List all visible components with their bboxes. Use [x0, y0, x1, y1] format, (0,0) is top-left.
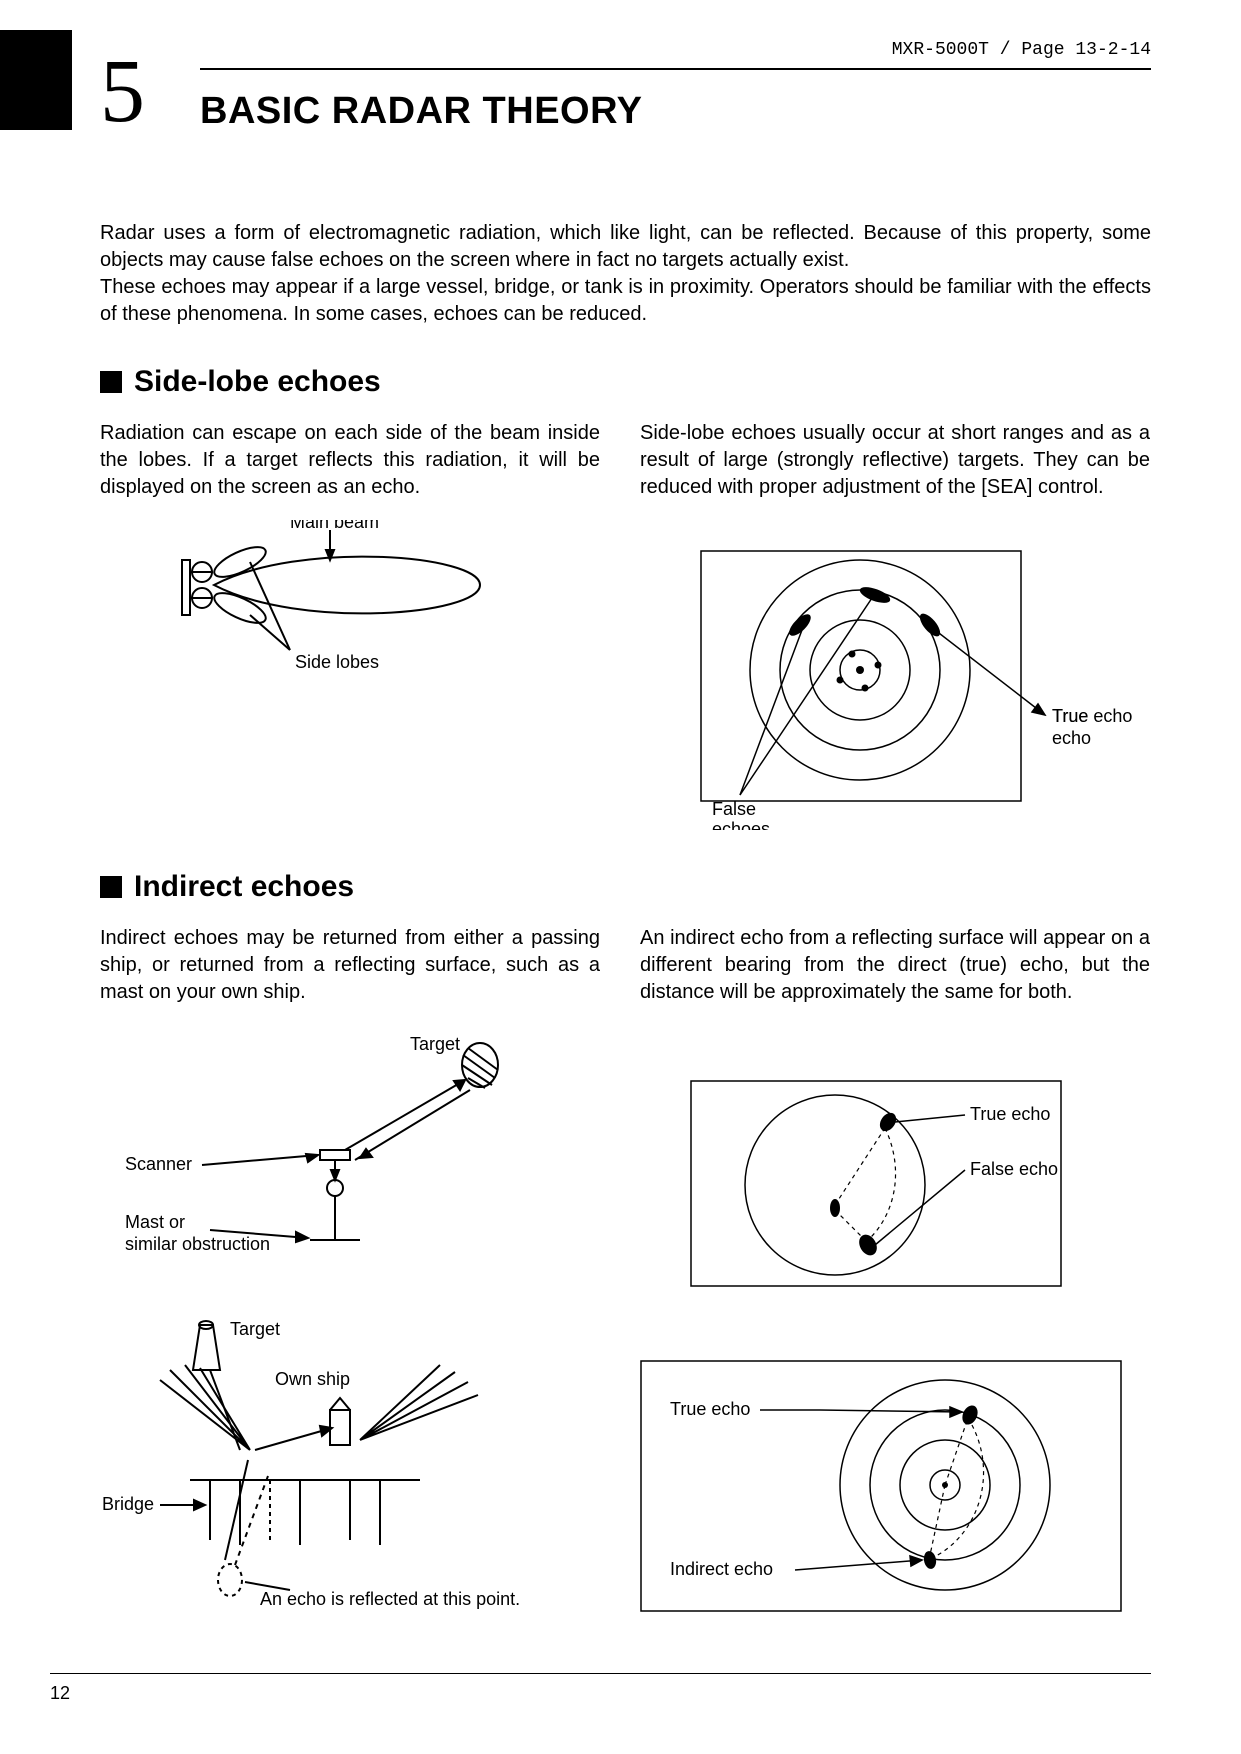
intro-p1: Radar uses a form of electromagnetic rad… — [100, 222, 1151, 271]
beam-main-label: Main beam — [290, 520, 379, 532]
bridge-own-label: Own ship — [275, 1369, 350, 1389]
intro-p2: These echoes may appear if a large vesse… — [100, 276, 1151, 325]
section2-title-text: Indirect echoes — [134, 870, 354, 904]
bridge-diagram: Target Own ship Bridge An echo is reflec… — [100, 1310, 580, 1630]
chapter-marker — [0, 30, 72, 130]
scanner-target-label: Target — [410, 1034, 460, 1054]
circle2-true-label: True echo — [670, 1399, 750, 1419]
header-code: MXR-5000T / Page 13-2-14 — [892, 40, 1151, 60]
section2-right: An indirect echo from a reflecting surfa… — [640, 925, 1150, 1006]
bridge-label: Bridge — [102, 1494, 154, 1514]
section1-left: Radiation can escape on each side of the… — [100, 420, 600, 501]
bottom-rule — [50, 1673, 1151, 1674]
section2-left: Indirect echoes may be returned from eit… — [100, 925, 600, 1006]
scanner-diagram: Target Scanner Mast or similar obstructi… — [120, 1030, 580, 1290]
rings-false-label: False echoes — [712, 799, 770, 830]
section1-title: Side-lobe echoes — [100, 365, 381, 399]
beam-side-label: Side lobes — [295, 652, 379, 672]
circle2-diagram: True echo Indirect echo — [640, 1360, 1160, 1620]
rings-diagram: True echo True echo False echoes — [700, 550, 1160, 830]
circle1-diagram: True echo False echo — [690, 1080, 1150, 1300]
bridge-target-label: Target — [230, 1319, 280, 1339]
section2-title: Indirect echoes — [100, 870, 354, 904]
chapter-number: 5 — [100, 40, 145, 143]
page-number: 12 — [50, 1683, 70, 1704]
circle1-true-label: True echo — [970, 1104, 1050, 1124]
bridge-reflected-label: An echo is reflected at this point. — [260, 1589, 520, 1609]
beam-diagram: Main beam Side lobes — [180, 520, 520, 680]
section1-right: Side-lobe echoes usually occur at short … — [640, 420, 1150, 501]
top-rule — [200, 68, 1151, 70]
circle2-indirect-label: Indirect echo — [670, 1559, 773, 1579]
intro-text: Radar uses a form of electromagnetic rad… — [100, 220, 1151, 328]
circle1-false-label: False echo — [970, 1159, 1058, 1179]
rings-true-label2: True echo — [1052, 706, 1093, 748]
scanner-label: Scanner — [125, 1154, 192, 1174]
chapter-title: BASIC RADAR THEORY — [200, 90, 643, 133]
section1-title-text: Side-lobe echoes — [134, 365, 381, 399]
